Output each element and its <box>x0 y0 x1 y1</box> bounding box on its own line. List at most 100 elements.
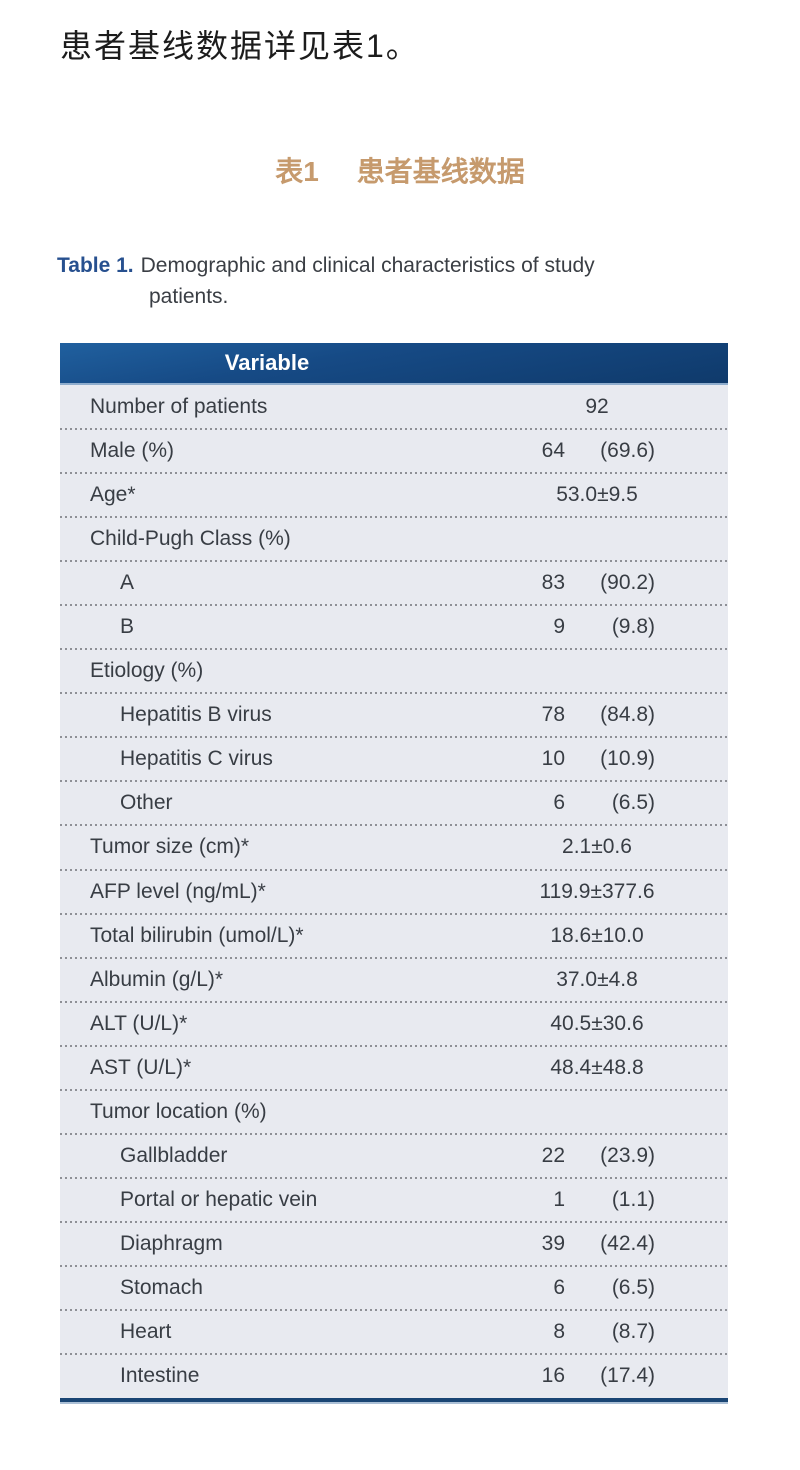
row-percent: (69.6) <box>600 439 655 463</box>
row-values: 37.0±4.8 <box>537 958 657 1002</box>
row-value: 48.4±48.8 <box>550 1055 644 1079</box>
table-row: B 9 (9.8) <box>60 604 728 649</box>
caption-line-2: patients. <box>149 285 229 308</box>
row-values: 119.9±377.6 <box>537 870 657 914</box>
row-values <box>537 517 657 561</box>
row-values: 10 (10.9) <box>537 737 657 781</box>
row-count: 1 <box>553 1187 565 1211</box>
row-count: 6 <box>553 791 565 815</box>
table-bottom-border <box>60 1398 728 1402</box>
row-label: Etiology (%) <box>90 659 204 683</box>
caption-text: Demographic and clinical characteristics… <box>140 254 595 277</box>
row-values: 83 (90.2) <box>537 561 657 605</box>
row-values: 6 (6.5) <box>537 1266 657 1310</box>
row-percent: (6.5) <box>611 1275 655 1299</box>
row-label: Hepatitis C virus <box>120 747 273 771</box>
table-row: Albumin (g/L)* 37.0±4.8 <box>60 956 728 1002</box>
table-header: Variable <box>60 343 728 385</box>
row-label: B <box>120 615 135 639</box>
row-values: 16 (17.4) <box>537 1354 657 1398</box>
row-percent: (17.4) <box>600 1364 655 1388</box>
row-percent: (10.9) <box>600 747 655 771</box>
row-values: 2.1±0.6 <box>537 825 657 869</box>
row-percent: (90.2) <box>600 571 655 595</box>
table-row: Child-Pugh Class (%) <box>60 516 728 561</box>
row-percent: (42.4) <box>600 1231 655 1255</box>
table-heading-zh-label: 表1 <box>275 156 319 187</box>
row-values <box>537 649 657 693</box>
row-values: 1 (1.1) <box>537 1178 657 1222</box>
row-label: Stomach <box>120 1275 203 1299</box>
row-values: 18.6±10.0 <box>537 914 657 958</box>
row-values: 6 (6.5) <box>537 781 657 825</box>
row-count: 64 <box>541 439 565 463</box>
table-row: ALT (U/L)* 40.5±30.6 <box>60 1000 728 1046</box>
table-row: Etiology (%) <box>60 648 728 693</box>
row-label: Age* <box>90 483 136 507</box>
row-label: Gallbladder <box>120 1143 228 1167</box>
row-value: 119.9±377.6 <box>539 879 655 903</box>
row-count: 78 <box>541 703 565 727</box>
baseline-characteristics-table: Variable Number of patients 92 Male (%) … <box>60 343 728 1402</box>
row-label: Tumor location (%) <box>90 1099 267 1123</box>
row-count: 22 <box>541 1143 565 1167</box>
row-percent: (8.7) <box>611 1320 655 1343</box>
row-label: Other <box>120 791 173 815</box>
row-percent: (1.1) <box>611 1187 655 1211</box>
row-label: Heart <box>120 1320 172 1343</box>
row-values: 8 (8.7) <box>537 1310 657 1354</box>
table-row: AFP level (ng/mL)* 119.9±377.6 <box>60 868 728 914</box>
caption-line-1: Table 1. Demographic and clinical charact… <box>57 250 707 281</box>
row-percent: (23.9) <box>600 1143 655 1167</box>
table-row: Heart 8 (8.7) <box>60 1308 728 1354</box>
table-header-title: Variable <box>224 350 310 375</box>
row-count: 39 <box>541 1231 565 1255</box>
table-row: Other 6 (6.5) <box>60 780 728 825</box>
table-row: Total bilirubin (umol/L)* 18.6±10.0 <box>60 912 728 958</box>
table-row: Gallbladder 22 (23.9) <box>60 1132 728 1178</box>
row-count: 83 <box>541 571 565 595</box>
row-label: A <box>120 571 135 595</box>
row-values: 92 <box>537 385 657 429</box>
row-values: 22 (23.9) <box>537 1134 657 1178</box>
table-row: AST (U/L)* 48.4±48.8 <box>60 1044 728 1090</box>
row-count: 10 <box>541 747 565 771</box>
row-label: Male (%) <box>90 439 175 463</box>
table-row: Stomach 6 (6.5) <box>60 1264 728 1310</box>
row-percent: (6.5) <box>611 791 655 815</box>
row-value: 53.0±9.5 <box>556 483 638 507</box>
table-row: Male (%) 64 (69.6) <box>60 428 728 473</box>
row-label: ALT (U/L)* <box>90 1011 188 1035</box>
table-row: Intestine 16 (17.4) <box>60 1353 728 1398</box>
row-label: Tumor size (cm)* <box>90 835 250 859</box>
table-heading-zh-title: 患者基线数据 <box>356 156 525 187</box>
row-values: 53.0±9.5 <box>537 473 657 517</box>
row-values: 78 (84.8) <box>537 693 657 737</box>
row-count: 6 <box>553 1275 565 1299</box>
table-row: Hepatitis C virus 10 (10.9) <box>60 736 728 781</box>
row-label: Intestine <box>120 1364 200 1388</box>
table-row: Portal or hepatic vein 1 (1.1) <box>60 1176 728 1222</box>
row-label: Number of patients <box>90 395 268 419</box>
row-values: 39 (42.4) <box>537 1222 657 1266</box>
row-values: 64 (69.6) <box>537 429 657 473</box>
row-value: 92 <box>585 395 609 419</box>
caption-label: Table 1. <box>57 254 134 277</box>
table-row: Tumor location (%) <box>60 1088 728 1134</box>
row-value: 18.6±10.0 <box>550 923 644 947</box>
table-row: Tumor size (cm)* 2.1±0.6 <box>60 824 728 869</box>
row-values: 48.4±48.8 <box>537 1046 657 1090</box>
row-label: Diaphragm <box>120 1231 223 1255</box>
row-values: 40.5±30.6 <box>537 1002 657 1046</box>
row-values <box>537 1090 657 1134</box>
row-label: Child-Pugh Class (%) <box>90 527 291 551</box>
table-body: Number of patients 92 Male (%) 64 (69.6)… <box>60 385 728 1398</box>
row-label: Albumin (g/L)* <box>90 967 224 991</box>
table-row: Number of patients 92 <box>60 385 728 429</box>
table-row: Hepatitis B virus 78 (84.8) <box>60 692 728 737</box>
table-heading-zh: 表1 患者基线数据 <box>0 150 800 190</box>
table-row: Diaphragm 39 (42.4) <box>60 1220 728 1266</box>
row-value: 2.1±0.6 <box>562 835 632 859</box>
intro-paragraph: 患者基线数据详见表1。 <box>60 28 420 64</box>
row-label: Total bilirubin (umol/L)* <box>90 923 304 947</box>
